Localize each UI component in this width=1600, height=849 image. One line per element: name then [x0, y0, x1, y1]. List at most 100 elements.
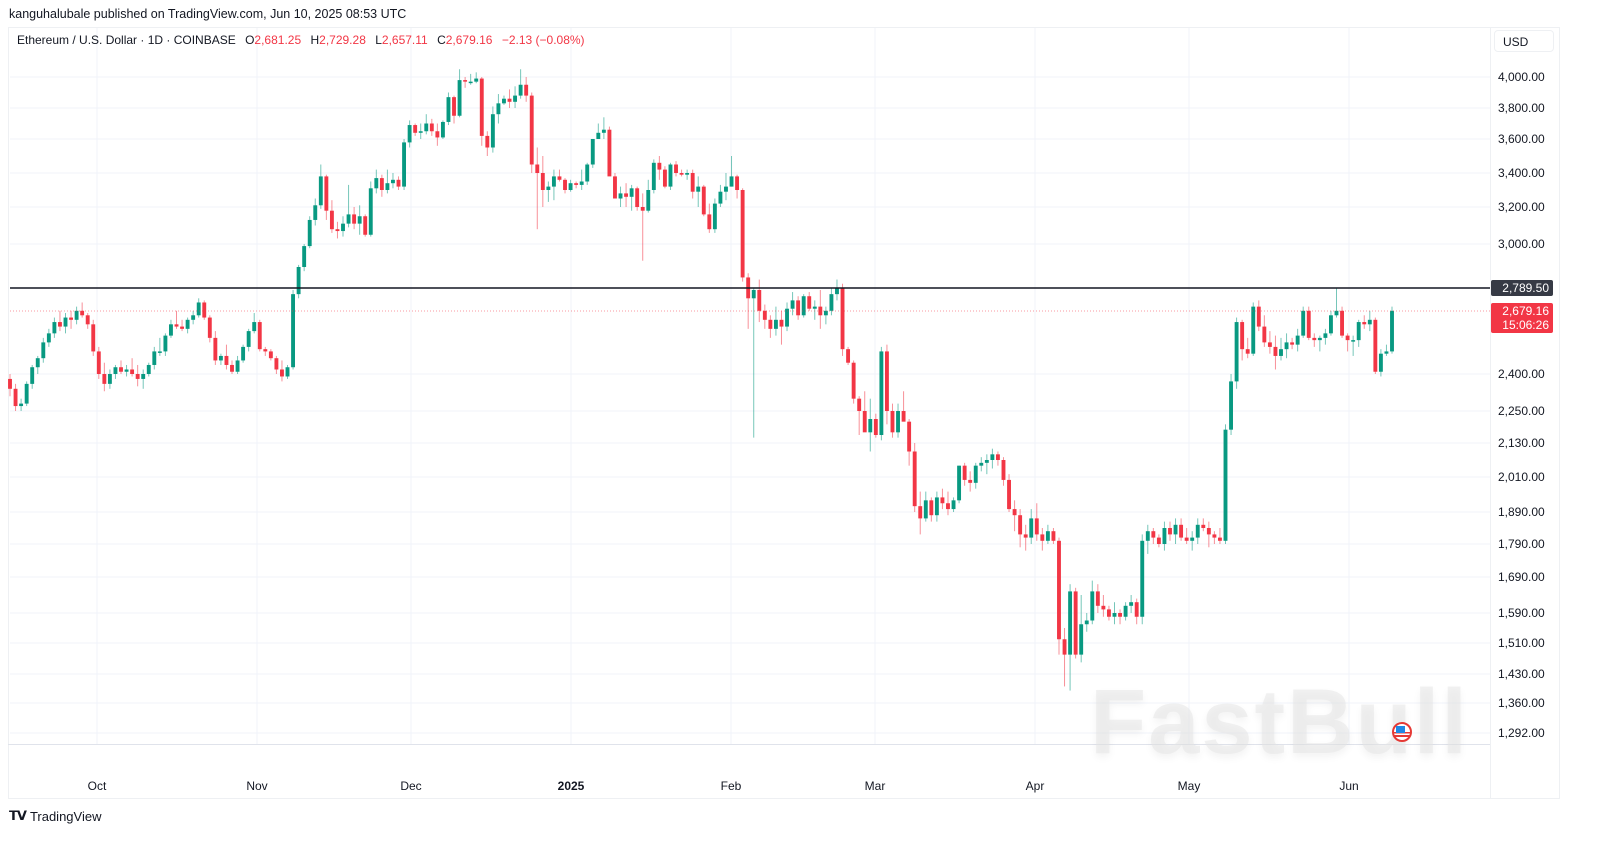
candle: [868, 419, 873, 433]
tradingview-brand[interactable]: 𝗧𝗩 TradingView: [9, 808, 101, 824]
candle: [1018, 515, 1023, 535]
time-tick-label: May: [1177, 779, 1201, 793]
candle: [135, 374, 140, 379]
candle: [729, 176, 734, 187]
candle: [968, 479, 973, 483]
candle: [929, 500, 934, 516]
candle: [962, 465, 967, 480]
candle: [119, 367, 123, 372]
candle: [280, 369, 284, 377]
candle: [268, 351, 273, 359]
candle: [1001, 460, 1006, 480]
candle: [13, 388, 18, 407]
candle: [1351, 340, 1356, 342]
candle: [1390, 310, 1394, 352]
candle: [1290, 342, 1295, 345]
candle: [85, 315, 90, 325]
candle: [1334, 310, 1339, 316]
candle: [346, 214, 351, 224]
symbol-legend: Ethereum / U.S. Dollar · 1D · COINBASE O…: [17, 33, 585, 47]
candle: [1267, 342, 1272, 347]
candle: [1195, 524, 1200, 538]
candle: [24, 383, 29, 404]
candle: [551, 176, 556, 187]
candle: [690, 173, 695, 192]
candle: [685, 173, 690, 175]
candle: [1378, 353, 1383, 372]
candle: [379, 178, 384, 190]
candle: [1179, 524, 1184, 538]
candle: [1240, 322, 1245, 350]
candle: [1256, 306, 1261, 327]
candle: [46, 333, 51, 343]
time-tick-label: 2025: [557, 779, 585, 793]
price-tick-label: 1,510.00: [1498, 636, 1545, 650]
open-value: 2,681.25: [254, 33, 302, 47]
candle: [590, 139, 595, 165]
candle: [213, 337, 218, 361]
candle: [1168, 528, 1172, 535]
candle: [712, 203, 717, 230]
candle: [724, 186, 728, 192]
candle: [218, 355, 223, 361]
candle: [41, 342, 46, 359]
candle: [224, 355, 229, 365]
candle: [335, 229, 340, 232]
currency-button[interactable]: USD: [1494, 30, 1554, 52]
candle: [973, 465, 978, 483]
us-flag-icon[interactable]: [1392, 722, 1412, 742]
candle: [385, 183, 390, 190]
candle: [518, 84, 523, 96]
high-value: 2,729.28: [319, 33, 366, 47]
candle: [329, 210, 334, 230]
candle: [502, 98, 506, 104]
price-tick-label: 2,400.00: [1498, 367, 1545, 381]
candle: [235, 360, 240, 372]
countdown-timer: 15:06:26: [1502, 318, 1549, 332]
candle: [207, 317, 212, 338]
candle: [835, 287, 839, 295]
candle: [873, 419, 878, 435]
candle: [185, 319, 190, 329]
candle: [1145, 531, 1150, 541]
candle: [1184, 537, 1189, 541]
candle: [540, 173, 545, 190]
candle: [1040, 534, 1045, 541]
candle: [1218, 537, 1222, 541]
candle: [890, 411, 895, 433]
candle: [446, 97, 451, 122]
candle: [1029, 518, 1034, 538]
watermark: FastBull: [1090, 671, 1469, 773]
candle: [169, 324, 173, 336]
candle: [546, 186, 551, 190]
candle: [568, 183, 573, 190]
candle: [535, 164, 540, 173]
candle: [1251, 306, 1256, 354]
candle: [862, 411, 867, 433]
candle: [757, 289, 762, 311]
published-line: kanguhalubale published on TradingView.c…: [9, 7, 407, 21]
candle: [823, 310, 828, 316]
candle: [196, 302, 201, 316]
candle: [1323, 333, 1328, 338]
candle: [146, 364, 151, 374]
candle: [674, 164, 678, 173]
candle: [1151, 531, 1156, 538]
candle: [313, 205, 318, 220]
candle: [1134, 602, 1139, 617]
candle: [1045, 531, 1050, 541]
candle: [479, 78, 484, 136]
price-tick-label: 1,690.00: [1498, 570, 1545, 584]
candle: [1234, 322, 1239, 382]
candle: [274, 358, 279, 370]
time-tick-label: Dec: [400, 779, 422, 793]
candle: [1090, 591, 1095, 621]
candle: [751, 289, 756, 299]
candle: [1123, 605, 1128, 617]
time-tick-label: Feb: [720, 779, 742, 793]
last-price-tag: 2,679.16 15:06:26: [1491, 303, 1553, 333]
candle: [940, 497, 945, 504]
tradingview-logo-icon: 𝗧𝗩: [9, 808, 27, 823]
candle: [452, 97, 456, 116]
